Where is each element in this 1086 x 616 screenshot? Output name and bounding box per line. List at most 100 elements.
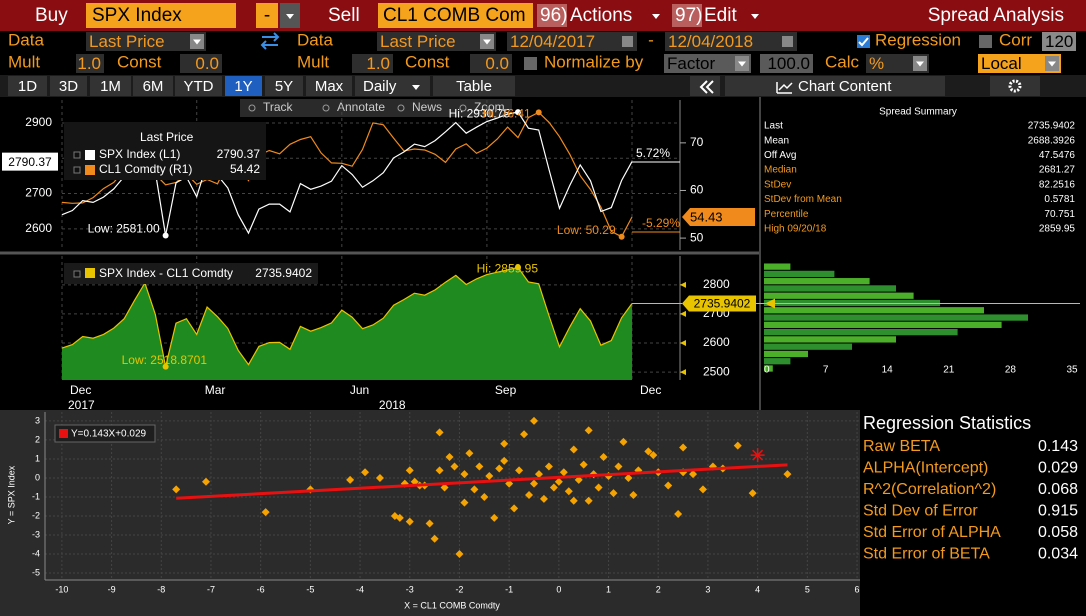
stat-label: Std Error of ALPHA [863, 524, 1001, 541]
summary-value: 82.2516 [1039, 179, 1076, 190]
current-arrow [765, 298, 775, 309]
chart-tool[interactable]: Annotate [337, 100, 385, 114]
calendar-button[interactable] [622, 36, 633, 47]
scatter-point [644, 447, 653, 456]
scatter-point [579, 460, 588, 469]
last-value: 54.43 [690, 209, 723, 224]
regression-checkbox[interactable] [857, 35, 870, 48]
scatter-point [698, 485, 707, 494]
check-mark [858, 37, 869, 47]
chart-tool[interactable]: Track [263, 100, 294, 114]
input-field[interactable] [664, 54, 751, 73]
scatter-point [614, 462, 623, 471]
y-tick-label: -4 [32, 548, 40, 558]
x-tick-label: Dec [70, 383, 91, 397]
dropdown-arrow [1048, 61, 1056, 67]
period-tab[interactable] [133, 76, 173, 96]
legend-swatch [85, 165, 95, 175]
legend-label: SPX Index (L1) [99, 147, 180, 161]
security-field[interactable] [86, 3, 236, 28]
period-tab[interactable] [306, 76, 352, 96]
input-field[interactable] [377, 32, 496, 51]
sell-label[interactable]: Sell [328, 5, 360, 26]
chart-tools [240, 99, 512, 117]
scatter-point [564, 487, 573, 496]
period-tab-label: 1D [18, 78, 37, 95]
security-field[interactable] [378, 3, 533, 28]
x-tick-label: -7 [207, 584, 215, 594]
x-tick-label: 21 [943, 365, 955, 376]
summary-title: Spread Summary [879, 107, 957, 118]
period-tab[interactable] [50, 76, 87, 96]
scatter-point [346, 475, 355, 484]
scatter-point [748, 489, 757, 498]
period-tab-label: Max [315, 78, 344, 95]
summary-label: StDev [764, 179, 791, 190]
field-label: Calc [825, 52, 860, 71]
chart-tool[interactable]: News [412, 100, 442, 114]
stat-value: 0.034 [1038, 546, 1078, 563]
legend-expand[interactable] [73, 270, 81, 278]
annotation: Low: 50.29 [557, 223, 616, 237]
summary-value: 2859.95 [1039, 224, 1076, 235]
summary-label: Percentile [764, 209, 809, 220]
legend-expand[interactable] [73, 151, 81, 159]
input-value: Last Price [380, 32, 456, 51]
spread-line [61, 266, 633, 367]
input-value: Local [981, 54, 1022, 73]
chart-content-button[interactable] [725, 76, 945, 96]
annotation: Hi: 2930.75 [449, 106, 511, 120]
x-tick-label: 2 [656, 584, 661, 594]
edit-menu[interactable]: Edit [704, 5, 737, 26]
stat-value: 0.029 [1038, 460, 1078, 477]
chart-tool[interactable]: Zoom [474, 100, 505, 114]
buy-label[interactable]: Buy [35, 5, 68, 26]
input-field[interactable] [665, 32, 797, 51]
input-field[interactable] [352, 54, 393, 73]
scatter-point [674, 510, 683, 519]
collapse-button[interactable] [690, 76, 720, 96]
scatter-point [599, 453, 608, 462]
input-field[interactable] [507, 32, 637, 51]
x-tick-label: -1 [505, 584, 513, 594]
corr-checkbox[interactable] [979, 35, 992, 48]
frequency-dropdown[interactable] [355, 76, 430, 96]
histogram-bar [764, 292, 914, 299]
settings-button[interactable] [990, 76, 1040, 96]
y-tick-label: -2 [32, 510, 40, 520]
actions-menu[interactable]: Actions [570, 5, 632, 26]
scatter-point [375, 473, 384, 482]
period-tab[interactable] [225, 76, 262, 96]
annotation: Low: 2518.8701 [122, 353, 208, 367]
input-field[interactable] [470, 54, 512, 73]
input-field[interactable] [1042, 32, 1076, 51]
summary-label: StDev from Mean [764, 194, 842, 205]
scatter-point [500, 456, 509, 465]
input-field[interactable] [760, 54, 813, 73]
x-tick-label: 3 [705, 584, 710, 594]
table-button[interactable] [433, 76, 515, 96]
input-value: 120 [1045, 32, 1073, 51]
period-tab[interactable] [8, 76, 47, 96]
input-field[interactable] [86, 32, 206, 51]
x-tick-label: 14 [882, 365, 894, 376]
period-tab[interactable] [90, 76, 131, 96]
y-tick-label: 2600 [25, 221, 52, 235]
stat-label: Raw BETA [863, 438, 940, 455]
swap-icon[interactable] [260, 32, 280, 50]
input-field[interactable] [180, 54, 222, 73]
calendar-button[interactable] [782, 36, 793, 47]
normalize-checkbox[interactable] [524, 57, 537, 70]
input-field[interactable] [978, 54, 1061, 73]
x-tick-label: 5 [805, 584, 810, 594]
checkbox-label: Regression [875, 30, 961, 49]
scatter-point [783, 470, 792, 479]
last-point [750, 448, 765, 463]
period-tab[interactable] [175, 76, 222, 96]
x-tick-label: 35 [1066, 365, 1078, 376]
legend-expand[interactable] [73, 166, 81, 174]
y-tick-label: 2900 [25, 115, 52, 129]
operator-field[interactable] [256, 3, 278, 28]
period-tab[interactable] [265, 76, 303, 96]
input-field[interactable] [76, 54, 104, 73]
